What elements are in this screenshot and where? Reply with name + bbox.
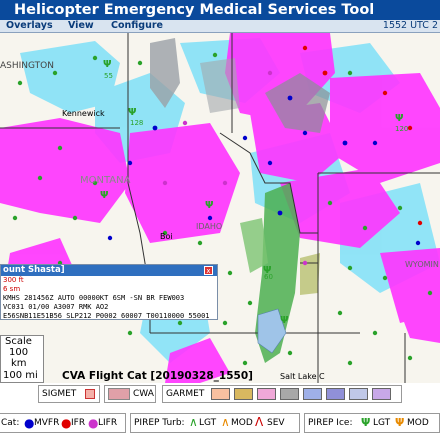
ice-lgt-label: LGT [373, 418, 391, 428]
garmet-swatch-7 [372, 388, 391, 400]
menu-bar: Overlays View Configure 1552 UTC 2 [0, 20, 440, 33]
turb-mod-icon: ∧ [221, 415, 230, 429]
ice-lgt-icon: Ψ [361, 416, 371, 429]
popup-altitude: 300 ft [3, 276, 24, 284]
popup-metar-3: E56SNB11E51B56 SLP212 P0002 60007 T00110… [3, 312, 210, 320]
garmet-label: GARMET [166, 389, 205, 399]
route-labels: 55 128 120 60 [104, 72, 408, 281]
title-bar [0, 0, 440, 20]
scale-title: Scale [5, 336, 32, 347]
app-title: Helicopter Emergency Medical Services To… [14, 2, 375, 18]
svg-text:120: 120 [395, 125, 408, 133]
great-salt-lake [257, 308, 287, 354]
garmet-swatch-1 [234, 388, 253, 400]
label-wyoming: WYOMIN [405, 260, 439, 269]
garmet-swatch-0 [211, 388, 230, 400]
ifr-dot: ● [61, 416, 72, 430]
svg-text:Ψ: Ψ [280, 315, 289, 326]
sigmet-label: SIGMET [42, 389, 77, 399]
garmet-swatch-6 [349, 388, 368, 400]
place-labels: ASHINGTON Kennewick MONTANA Boi IDAHO WY… [0, 61, 439, 381]
label-kennewick: Kennewick [62, 109, 105, 118]
garmet-swatch-5 [326, 388, 345, 400]
sigmet-toggle[interactable]: SIGMET [38, 385, 100, 403]
cwa-swatch [108, 388, 130, 400]
ice-mod-label: MOD [407, 418, 429, 428]
turb-sev-icon: Ʌ [255, 415, 264, 429]
station-markers [12, 45, 433, 366]
label-idaho: IDAHO [196, 222, 222, 231]
popup-visibility: 6 sm [3, 285, 21, 293]
station-popup[interactable]: ount Shasta] x 300 ft 6 sm KMHS 281456Z … [0, 264, 218, 320]
svg-text:Ψ: Ψ [100, 190, 109, 201]
svg-text:Ψ: Ψ [205, 200, 214, 211]
map-caption: CVA Flight Cat [20190328_1550] [62, 370, 253, 382]
ice-mod-icon: Ψ [395, 416, 405, 429]
map-canvas[interactable]: Ψ Ψ Ψ Ψ Ψ Ψ Ψ ASHINGTON Kennewick MONTAN… [0, 33, 440, 383]
ifr-areas [0, 33, 440, 383]
lifr-dot: ● [88, 416, 99, 430]
label-washington: ASHINGTON [0, 61, 54, 71]
map-scale: Scale 100 km 100 mi [0, 335, 44, 383]
scale-km-value: 100 [9, 347, 29, 358]
state-borders [0, 33, 440, 383]
svg-text:Ψ: Ψ [395, 113, 404, 124]
svg-text:Ψ: Ψ [128, 107, 137, 118]
svg-text:60: 60 [264, 273, 273, 281]
ice-label: PIREP Ice: [308, 418, 353, 428]
scale-km-unit: km [11, 358, 27, 369]
menu-view[interactable]: View [68, 20, 94, 31]
heliport-icons: Ψ Ψ Ψ Ψ Ψ Ψ Ψ [100, 59, 404, 326]
popup-metar-2: VC031 01/00 A3007 RMK AO2 [3, 303, 109, 311]
turb-lgt-icon: ∧ [189, 415, 198, 429]
weather-map[interactable]: Ψ Ψ Ψ Ψ Ψ Ψ Ψ ASHINGTON Kennewick MONTAN… [0, 33, 440, 383]
garmet-swatch-2 [257, 388, 276, 400]
cat-label: Cat: [1, 418, 20, 428]
label-montana: MONTANA [80, 175, 131, 186]
app-header: Helicopter Emergency Medical Services To… [0, 0, 440, 33]
utc-clock: 1552 UTC 2 [382, 20, 438, 31]
menu-overlays[interactable]: Overlays [6, 20, 53, 31]
sigmet-swatch [85, 389, 95, 399]
garmet-swatch-4 [303, 388, 322, 400]
turb-lgt-label: LGT [199, 418, 217, 428]
scale-mi-value: 100 mi [3, 370, 38, 381]
cwa-label: CWA [133, 389, 154, 399]
turb-sev-label: SEV [267, 418, 285, 428]
svg-text:Ψ: Ψ [263, 265, 272, 276]
legend-panel: SIGMET CWA GARMET Cat: ● MVFR ● IFR ● LI… [0, 383, 440, 440]
turb-label: PIREP Turb: [134, 418, 185, 428]
pirep-ice-legend: PIREP Ice: Ψ LGT Ψ MOD [304, 413, 440, 433]
cwa-toggle[interactable]: CWA [104, 385, 156, 403]
garmet-toggle[interactable]: GARMET [162, 385, 402, 403]
mvfr-dot: ● [24, 416, 35, 430]
popup-metar-1: KMHS 281456Z AUTO 00000KT 6SM -SN BR FEW… [3, 294, 185, 302]
turb-mod-label: MOD [231, 418, 253, 428]
menu-configure[interactable]: Configure [111, 20, 163, 31]
popup-close-button[interactable]: x [204, 266, 213, 275]
label-boise: Boi [160, 232, 173, 241]
lifr-label: LIFR [98, 418, 118, 428]
popup-title: ount Shasta] [1, 265, 217, 276]
flight-cat-legend: Cat: ● MVFR ● IFR ● LIFR [0, 413, 126, 433]
ifr-label: IFR [71, 418, 86, 428]
svg-text:55: 55 [104, 72, 113, 80]
mvfr-label: MVFR [34, 418, 60, 428]
svg-text:Ψ: Ψ [103, 59, 112, 70]
svg-text:128: 128 [130, 119, 143, 127]
label-salt-lake: Salt Lake C [280, 372, 325, 381]
pirep-turb-legend: PIREP Turb: ∧ LGT ∧ MOD Ʌ SEV [130, 413, 300, 433]
garmet-swatch-3 [280, 388, 299, 400]
